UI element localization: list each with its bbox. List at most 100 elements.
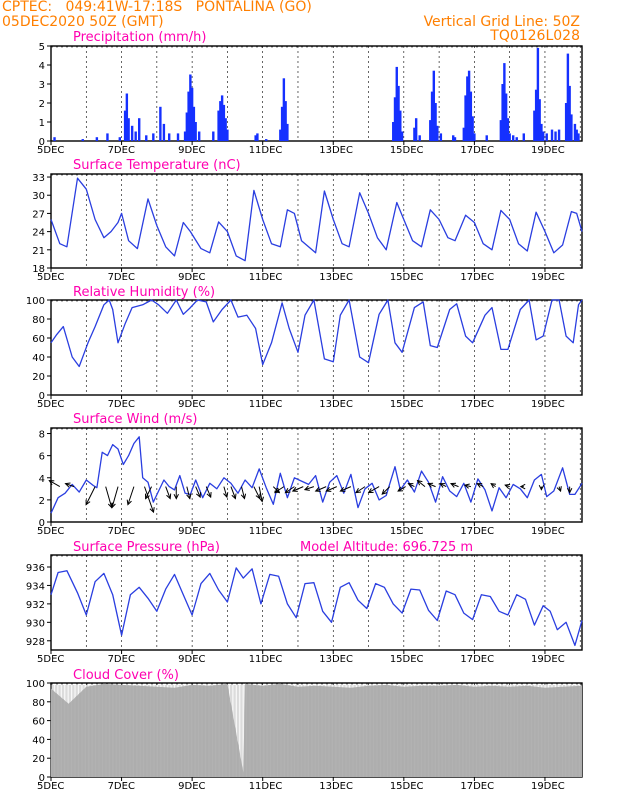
precip-bar [254,135,257,141]
rh-xtick-label: 15DEC [390,399,424,410]
pres-ytick-label: 928 [26,637,45,648]
wind-vector [427,483,436,488]
precip-xtick-label: 5DEC [37,145,64,156]
precip-bar [554,131,557,141]
precip-bar [187,91,190,141]
precip-bar [432,70,436,141]
precip-bar [81,139,84,141]
rh-ytick-label: 80 [32,315,45,326]
temp-xtick-label: 19DEC [531,272,565,283]
precip-bar [503,63,506,141]
wind-ytick-label: 6 [39,452,45,463]
rh-frame [50,299,583,396]
wind-vector [397,486,406,492]
pres-series-line [50,567,583,647]
wind-vector [340,486,352,492]
precip-bar [469,91,473,141]
rh-xtick-label: 13DEC [319,399,353,410]
precip-bar [430,91,434,141]
wind-vector-head [186,493,192,500]
rh-ytick-label: 60 [32,334,45,345]
precip-panel: Precipitation (mm/h) 0 1 2 3 4 5 5DEC 7DEC 9DEC 11… [37,30,583,156]
wind-vector [144,486,154,513]
precip-bar [138,118,141,141]
temp-xtick-label: 5DEC [37,272,64,283]
precip-ytick-label: 1 [39,118,45,129]
precip-bar [413,127,416,141]
precip-bar [194,122,197,141]
wind-vector-head [407,483,414,488]
precip-bar [462,127,466,141]
wind-vector-head [173,493,179,500]
wind-vector-head [231,493,237,500]
wind-vector [450,483,459,488]
rh-title: Relative Humidity (%) [73,285,215,300]
precip-bar [197,131,201,141]
wind-vector-head [166,493,172,500]
wind-vector-head [339,486,346,492]
precip-bar [256,133,259,141]
wind-vector-head [519,483,526,490]
wind-frame [50,427,583,523]
precip-title: Precipitation (mm/h) [73,30,206,45]
temp-ytick-label: 24 [32,228,45,239]
rh-series-line [50,299,583,368]
pres-subtitle: Model Altitude: 696.725 m [300,540,473,555]
rh-ytick-label: 40 [32,353,45,364]
wind-vector [165,486,171,499]
wind-xtick-label: 15DEC [390,526,424,537]
wind-vector [292,486,304,492]
temp-panel: Surface Temperature (nC) 18 21 24 27 30 33 5DEC… [32,158,583,283]
precip-bar [106,133,109,141]
wind-vector [326,486,337,492]
cloud-ytick-label: 0 [39,773,45,784]
precip-bar [564,103,568,141]
temp-title: Surface Temperature (nC) [73,158,241,173]
precip-bar [504,93,508,141]
precip-bar [464,95,467,141]
precip-bar [533,110,536,141]
pres-xtick-label: 9DEC [178,654,205,665]
wind-vector-head [195,492,201,499]
rh-ytick-label: 20 [32,372,45,383]
precip-bar [570,114,573,141]
precip-bar [217,110,220,141]
precip-bar [566,53,570,141]
temp-xtick-label: 17DEC [460,272,494,283]
pres-xtick-label: 7DEC [108,654,135,665]
wind-vector-head [64,482,71,488]
wind-vector-head [538,484,545,491]
pres-ytick-label: 934 [26,581,45,592]
cloud-title: Cloud Cover (%) [73,668,179,683]
cloud-xtick-label: 19DEC [531,781,565,792]
wind-ytick-label: 2 [39,496,45,507]
precip-bar [429,120,432,141]
precip-bar [224,118,227,141]
precip-bar [393,97,397,141]
wind-vector-head [439,483,446,488]
wind-vector-head [490,482,497,489]
wind-vector-head [427,482,434,488]
precip-xtick-label: 9DEC [178,145,205,156]
precip-bar [540,123,543,141]
wind-vector [241,486,246,499]
precip-xtick-label: 19DEC [531,145,565,156]
wind-vector-head [416,479,423,486]
precip-bar [220,95,224,141]
wind-vector-head [291,486,298,492]
header-grid-line: Vertical Grid Line: 50Z [423,14,580,30]
wind-vector-head [48,480,55,486]
wind-panel: Surface Wind (m/s) 0 2 4 6 8 5DEC 7DEC 9DEC 11DEC… [37,412,583,537]
precip-xtick-label: 7DEC [108,145,135,156]
precip-xtick-label: 17DEC [460,145,494,156]
cloud-ytick-label: 20 [32,754,45,765]
precip-ytick-label: 0 [39,137,45,148]
pres-ytick-label: 930 [26,618,45,629]
precip-bar [466,76,469,141]
cloud-panel: Cloud Cover (%) 0 20 40 60 80 100 5DEC 7DEC 9DEC 1… [26,668,583,792]
rh-ytick-label: 0 [39,391,45,402]
precip-xtick-label: 15DEC [390,145,424,156]
wind-vector-head [126,499,132,506]
precip-bar [501,84,504,141]
precip-bar [400,131,404,141]
